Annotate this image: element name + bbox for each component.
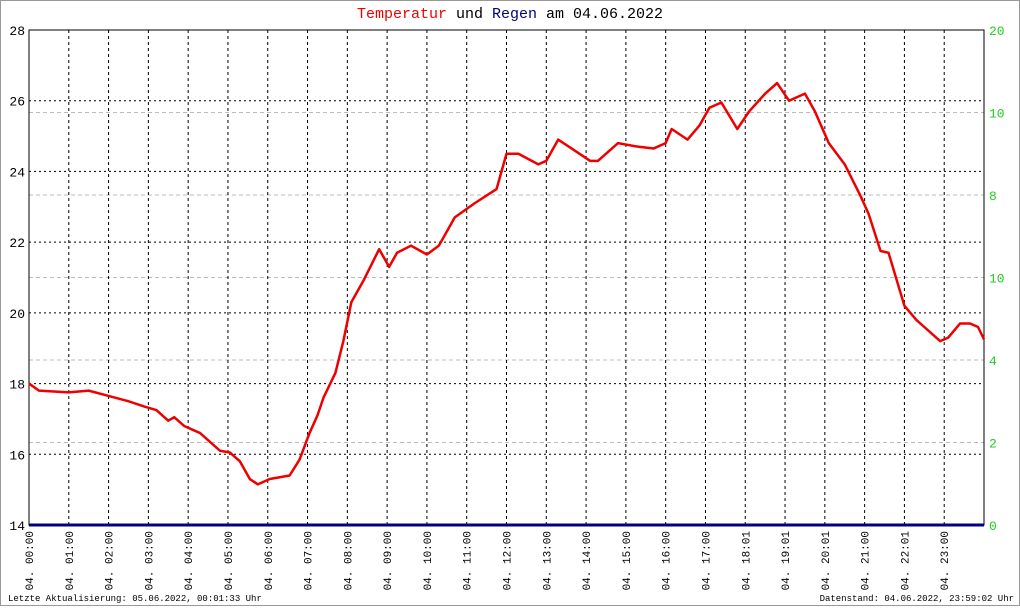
x-tick-label: 04. 11:00 xyxy=(463,531,475,590)
title-part: Regen xyxy=(492,6,537,23)
x-tick-label: 04. 14:00 xyxy=(582,531,594,590)
title-part: und xyxy=(456,6,483,23)
x-tick-label: 04. 13:00 xyxy=(542,531,554,590)
y2-tick-label: 8 xyxy=(989,189,997,204)
y-tick-label: 14 xyxy=(9,519,25,534)
y-tick-label: 16 xyxy=(9,448,25,463)
x-tick-label: 04. 04:00 xyxy=(184,531,196,590)
y2-tick-label: 2 xyxy=(989,437,997,452)
y2-tick-label: 4 xyxy=(989,354,997,369)
x-tick-label: 04. 23:00 xyxy=(940,531,952,590)
x-tick-label: 04. 21:00 xyxy=(861,531,873,590)
x-tick-label: 04. 20:01 xyxy=(821,531,833,591)
x-tick-label: 04. 12:00 xyxy=(503,531,515,590)
x-tick-label: 04. 16:00 xyxy=(662,531,674,590)
x-tick-label: 04. 03:00 xyxy=(144,531,156,590)
y-tick-label: 24 xyxy=(9,165,25,180)
x-tick-label: 04. 05:00 xyxy=(224,531,236,590)
x-tick-label: 04. 10:00 xyxy=(423,531,435,590)
x-tick-label: 04. 09:00 xyxy=(383,531,395,590)
chart-title: Temperatur und Regen am 04.06.2022 xyxy=(357,6,663,23)
y-tick-label: 26 xyxy=(9,95,25,110)
x-tick-label: 04. 00:00 xyxy=(25,531,37,590)
y2-tick-label: 10 xyxy=(989,107,1005,122)
y-tick-label: 28 xyxy=(9,24,25,39)
x-tick-label: 04. 19:01 xyxy=(781,531,793,591)
x-tick-label: 04. 02:00 xyxy=(105,531,117,590)
y2-tick-label: 20 xyxy=(989,24,1005,39)
x-tick-label: 04. 15:00 xyxy=(622,531,634,590)
x-tick-label: 04. 07:00 xyxy=(304,531,316,590)
x-tick-label: 04. 22:01 xyxy=(900,531,912,591)
y-tick-label: 22 xyxy=(9,236,25,251)
y2-tick-label: 0 xyxy=(989,519,997,534)
x-tick-label: 04. 17:00 xyxy=(701,531,713,590)
footer-left: Letzte Aktualisierung: 05.06.2022, 00:01… xyxy=(8,594,262,604)
x-tick-label: 04. 18:01 xyxy=(741,531,753,591)
x-tick-label: 04. 08:00 xyxy=(343,531,355,590)
y-tick-label: 20 xyxy=(9,307,25,322)
series-line xyxy=(28,81,986,486)
x-tick-label: 04. 06:00 xyxy=(264,531,276,590)
title-part: am 04.06.2022 xyxy=(546,6,663,23)
x-tick-label: 04. 01:00 xyxy=(65,531,77,590)
footer-right: Datenstand: 04.06.2022, 23:59:02 Uhr xyxy=(820,594,1014,604)
title-part: Temperatur xyxy=(357,6,447,23)
y-tick-label: 18 xyxy=(9,378,25,393)
y2-tick-label: 10 xyxy=(989,272,1005,287)
